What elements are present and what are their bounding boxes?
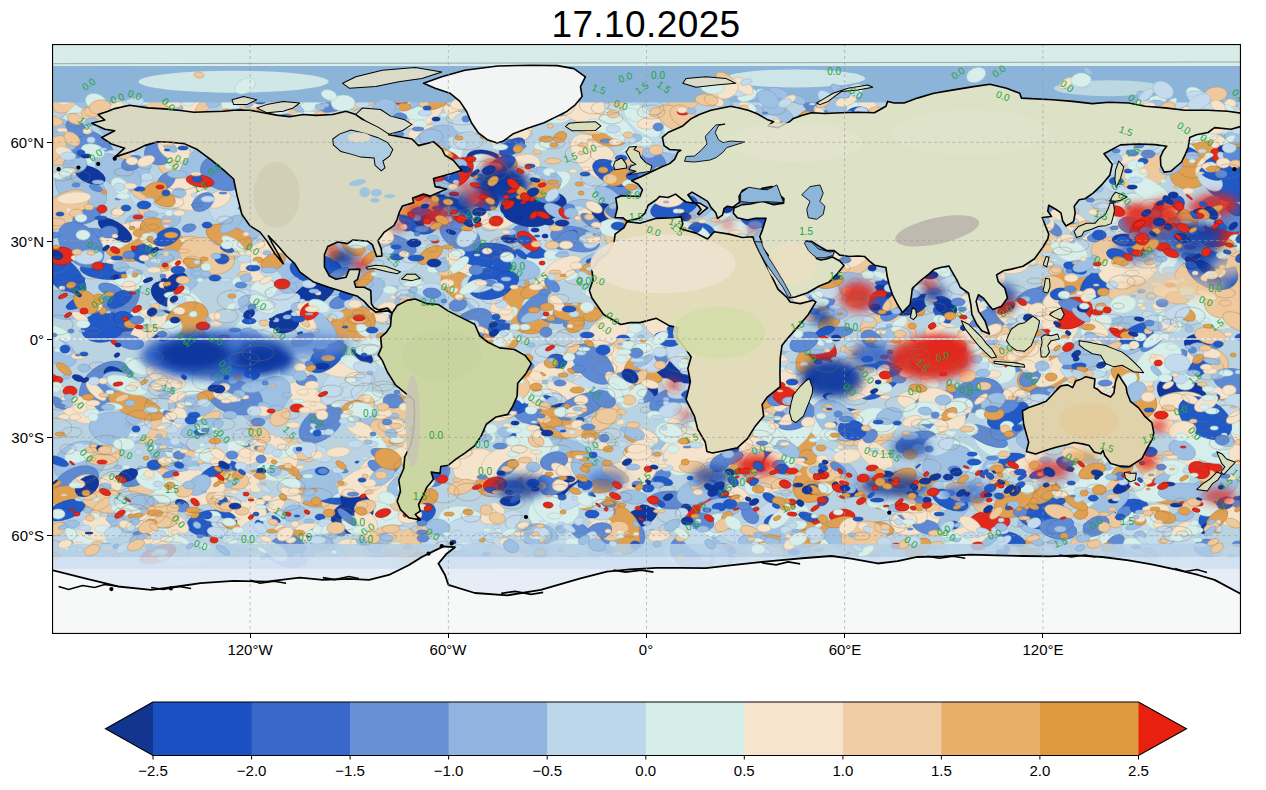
svg-text:−2.0: −2.0 — [237, 762, 267, 779]
svg-text:2.5: 2.5 — [1128, 762, 1149, 779]
svg-text:−1.0: −1.0 — [434, 762, 464, 779]
svg-text:0.5: 0.5 — [734, 762, 755, 779]
svg-text:2.0: 2.0 — [1029, 762, 1050, 779]
svg-text:1.0: 1.0 — [832, 762, 853, 779]
svg-text:1.5: 1.5 — [931, 762, 952, 779]
svg-text:−1.5: −1.5 — [335, 762, 365, 779]
svg-text:−0.5: −0.5 — [532, 762, 562, 779]
svg-text:−2.5: −2.5 — [138, 762, 168, 779]
svg-text:0.0: 0.0 — [635, 762, 656, 779]
